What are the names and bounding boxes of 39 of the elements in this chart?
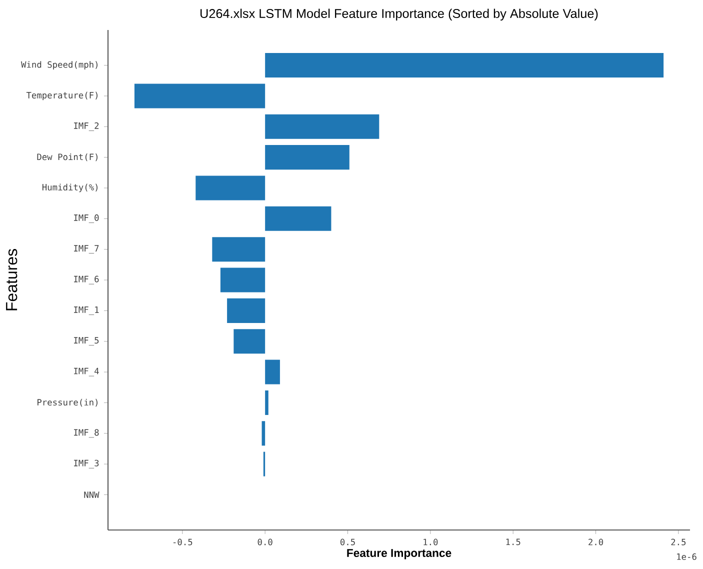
x-axis-title: Feature Importance bbox=[347, 549, 452, 560]
x-tick-label: 0.0 bbox=[258, 538, 272, 546]
bar bbox=[265, 390, 268, 415]
x-tick-label: 2.0 bbox=[588, 538, 604, 546]
x-tick-label: 2.5 bbox=[671, 538, 686, 546]
y-tick-label: IMF_6 bbox=[74, 276, 99, 284]
bar bbox=[265, 206, 332, 231]
y-tick-label: IMF_5 bbox=[74, 337, 99, 346]
y-tick-label: Wind Speed(mph) bbox=[21, 61, 98, 70]
bar bbox=[212, 237, 266, 262]
bar bbox=[265, 53, 664, 78]
y-tick-label: IMF_3 bbox=[74, 460, 99, 468]
bar bbox=[265, 360, 280, 384]
y-tick-label: IMF_7 bbox=[74, 245, 99, 254]
y-tick-label: Dew Point(F) bbox=[37, 153, 98, 162]
bar bbox=[134, 84, 266, 108]
bar bbox=[262, 421, 266, 446]
text: 1e-6 bbox=[677, 553, 696, 560]
bar bbox=[265, 145, 350, 170]
y-tick-label: IMF_0 bbox=[74, 214, 99, 223]
bar bbox=[196, 176, 266, 200]
y-tick-label: IMF_4 bbox=[74, 368, 99, 376]
x-tick-label: 1.0 bbox=[424, 538, 438, 546]
y-tick-label: Temperature(F) bbox=[26, 92, 98, 100]
bar bbox=[234, 329, 266, 354]
x-tick-label: 0.5 bbox=[340, 538, 355, 546]
y-tick-label: IMF_2 bbox=[74, 122, 99, 131]
bar bbox=[220, 268, 266, 292]
x-tick-label: -0.5 bbox=[173, 538, 192, 546]
y-tick-label: NNW bbox=[84, 492, 100, 498]
bar bbox=[227, 298, 266, 323]
y-tick-label: Pressure(in) bbox=[38, 398, 98, 407]
bar bbox=[265, 114, 380, 139]
y-tick-label: IMF_8 bbox=[74, 429, 99, 438]
y-tick-label: Humidity(%) bbox=[42, 184, 98, 192]
y-tick-label: IMF_1 bbox=[74, 306, 99, 315]
y-axis-title: Features bbox=[6, 249, 18, 310]
x-tick-label: 1.5 bbox=[506, 538, 520, 546]
chart-title: U264.xlsx LSTM Model Feature Importance (Sorted by Absolute Value) bbox=[200, 8, 598, 21]
